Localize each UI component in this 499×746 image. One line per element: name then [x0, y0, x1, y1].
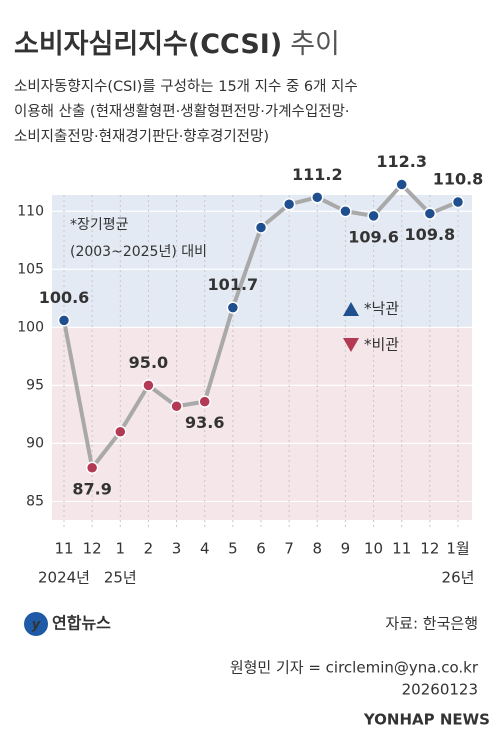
x-tick-label: 8: [313, 540, 323, 558]
value-label: 111.2: [292, 165, 343, 184]
x-tick-label: 11: [392, 540, 411, 558]
logo-glyph: y: [32, 618, 41, 633]
value-label: 109.8: [405, 225, 456, 244]
value-label: 95.0: [129, 353, 168, 372]
y-tick-label: 90: [26, 435, 44, 451]
band-above: [52, 195, 472, 328]
y-tick-label: 110: [17, 203, 44, 219]
x-tick-label: 10: [364, 540, 383, 558]
data-point: [226, 301, 240, 314]
x-tick-label: 7: [284, 540, 294, 558]
watermark: YONHAP NEWS: [363, 711, 490, 729]
value-label: 110.8: [433, 169, 484, 188]
data-point: [57, 314, 71, 327]
x-tick-label: 11: [54, 540, 73, 558]
x-tick-label: 2: [144, 540, 154, 558]
data-point: [198, 395, 211, 408]
title-suffix: 추이: [290, 29, 340, 60]
value-label: 112.3: [376, 152, 427, 171]
title-main: 소비자심리지수(CCSI): [14, 29, 282, 60]
data-point: [85, 461, 99, 475]
y-tick-label: 105: [17, 261, 44, 277]
subtitle-line: 소비자동향지수(CSI)를 구성하는 15개 지수 중 6개 지수: [14, 78, 358, 95]
year-label: 26년: [442, 569, 475, 587]
legend-marker: [343, 302, 359, 316]
source: 자료: 한국은행: [385, 615, 478, 633]
credit: 원형민 기자 = circlemin@yna.co.kr: [230, 659, 479, 677]
data-point: [311, 191, 324, 204]
data-point: [170, 400, 183, 413]
data-point: [423, 207, 437, 220]
value-label: 100.6: [39, 288, 90, 307]
data-point: [367, 209, 380, 223]
y-tick-label: 85: [26, 493, 44, 509]
data-point: [142, 379, 155, 392]
x-tick-label: 12: [420, 540, 439, 558]
data-point: [282, 198, 296, 211]
x-tick-label: 4: [200, 540, 210, 558]
value-label: 101.7: [208, 275, 259, 294]
chart-title: 소비자심리지수(CCSI) 추이: [14, 29, 340, 60]
subtitle-line: 이용해 산출 (현재생활형편·생활형편전망·가계수입전망·: [14, 103, 350, 120]
value-label: 93.6: [185, 413, 224, 432]
y-tick-label: 100: [17, 319, 44, 335]
x-tick-label: 1월: [446, 540, 469, 558]
date: 20260123: [402, 681, 478, 699]
legend-label: *낙관: [364, 300, 399, 318]
data-point: [339, 205, 352, 218]
x-tick-label: 1: [116, 540, 126, 558]
x-tick-label: 5: [228, 540, 238, 558]
value-label: 109.6: [348, 227, 399, 246]
band-below: [52, 327, 472, 520]
y-tick-label: 95: [26, 377, 44, 393]
data-point: [114, 425, 127, 439]
x-tick-label: 6: [256, 540, 266, 558]
legend-marker: [343, 338, 359, 352]
value-label: 87.9: [72, 479, 111, 498]
plot: 85 90 95 100 105 110 11 2024년 12 1 25년 2 3 4 5 6 7 8 9 10 11…: [17, 152, 483, 586]
year-label: 25년: [104, 569, 137, 587]
subtitle-line: 소비지출전망·현재경기판단·향후경기전망): [14, 128, 269, 145]
legend-label: *비관: [364, 336, 399, 354]
annotation: (2003~2025년) 대비: [70, 244, 207, 260]
logo-mark: [24, 612, 48, 636]
data-point: [395, 178, 408, 191]
x-tick-label: 9: [341, 540, 351, 558]
data-point: [254, 221, 268, 234]
x-tick-label: 12: [83, 540, 102, 558]
x-tick-label: 3: [172, 540, 182, 558]
data-point: [451, 195, 465, 209]
annotation: *장기평균: [70, 217, 129, 233]
logo-text: 연합뉴스: [52, 614, 111, 633]
year-label: 2024년: [38, 569, 90, 587]
